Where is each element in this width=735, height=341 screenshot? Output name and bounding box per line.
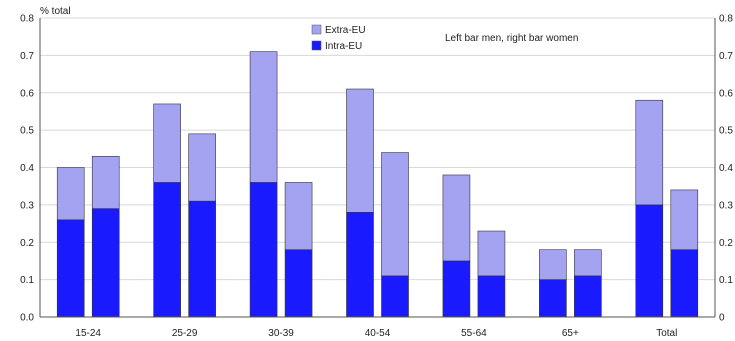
bar-intra-eu-women-65+ [574,275,602,318]
bar-extra-eu-women-30-39 [284,182,313,251]
y-tick-label: 0.4 [20,163,34,174]
x-tick-label: 30-39 [268,328,294,339]
axes [39,18,716,318]
annotation-text: Left bar men, right bar women [445,33,578,44]
bar-intra-eu-men-40-54 [346,212,374,318]
y-tick-label: 0.2 [20,238,34,249]
x-tick-label: 15-24 [75,328,101,339]
bar-extra-eu-women-65+ [574,249,602,277]
bar-extra-eu-men-Total [635,99,664,206]
x-tick-label: 25-29 [172,328,198,339]
bar-intra-eu-women-40-54 [381,275,409,318]
y-axis-right-ticks: 0 0.1 0.2 0.3 0.4 0.5 0.6 0.7 0.8 [719,14,733,324]
y-axis-label: % total [40,6,71,17]
bar-intra-eu-men-55-64 [442,260,471,318]
bars [56,51,699,318]
y-tick-label: 0.5 [20,126,34,137]
bar-intra-eu-women-15-24 [91,208,120,318]
bar-intra-eu-men-30-39 [249,182,278,318]
bar-intra-eu-men-65+ [539,279,567,318]
bar-intra-eu-women-30-39 [284,249,313,318]
y-tick-label-right: 0.6 [719,88,733,99]
legend: Extra-EU Intra-EU [311,24,366,52]
legend-swatch-extra-eu [311,24,322,35]
y-tick-label-right: 0.1 [719,275,733,286]
bar-extra-eu-men-15-24 [56,167,85,221]
y-tick-label-right: 0.5 [719,126,733,137]
y-tick-label-right: 0.3 [719,200,733,211]
y-tick-label: 0.6 [20,88,34,99]
y-tick-label: 0.0 [20,313,34,324]
bar-intra-eu-women-25-29 [188,200,216,318]
bar-extra-eu-women-40-54 [381,152,409,277]
y-tick-label: 0.8 [20,14,34,25]
bar-extra-eu-men-40-54 [346,88,374,213]
bar-extra-eu-men-65+ [539,249,567,280]
bar-extra-eu-men-30-39 [249,51,278,183]
y-tick-label-right: 0.8 [719,14,733,25]
bar-intra-eu-men-15-24 [56,219,85,318]
legend-label-extra-eu: Extra-EU [325,25,366,36]
y-axis-left-ticks: 0.0 0.1 0.2 0.3 0.4 0.5 0.6 0.7 0.8 [20,14,34,324]
bar-extra-eu-men-25-29 [153,103,181,183]
bar-intra-eu-women-Total [670,249,699,318]
y-tick-label: 0.1 [20,275,34,286]
bar-intra-eu-men-25-29 [153,182,181,318]
bar-extra-eu-women-25-29 [188,133,216,202]
x-axis-ticks: 15-24 25-29 30-39 40-54 55-64 65+ Total [75,328,677,339]
bar-extra-eu-women-15-24 [91,155,120,209]
bar-intra-eu-women-55-64 [477,275,506,318]
y-tick-label-right: 0.4 [719,163,733,174]
x-tick-label: 65+ [562,328,579,339]
legend-swatch-intra-eu [311,40,322,51]
bar-extra-eu-women-55-64 [477,230,506,277]
x-tick-label: 40-54 [365,328,391,339]
y-tick-label: 0.7 [20,51,34,62]
legend-label-intra-eu: Intra-EU [325,41,362,52]
gridlines [40,17,715,281]
y-tick-label-right: 0 [719,313,725,324]
x-tick-label: Total [656,328,677,339]
bar-intra-eu-men-Total [635,204,664,318]
bar-extra-eu-men-55-64 [442,174,471,262]
x-tick-label: 55-64 [461,328,487,339]
bar-extra-eu-women-Total [670,189,699,251]
y-tick-label-right: 0.2 [719,238,733,249]
y-tick-label-right: 0.7 [719,51,733,62]
y-tick-label: 0.3 [20,200,34,211]
